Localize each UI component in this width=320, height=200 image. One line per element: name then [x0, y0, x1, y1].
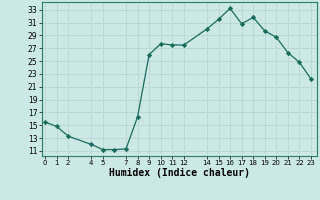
X-axis label: Humidex (Indice chaleur): Humidex (Indice chaleur) [109, 168, 250, 178]
